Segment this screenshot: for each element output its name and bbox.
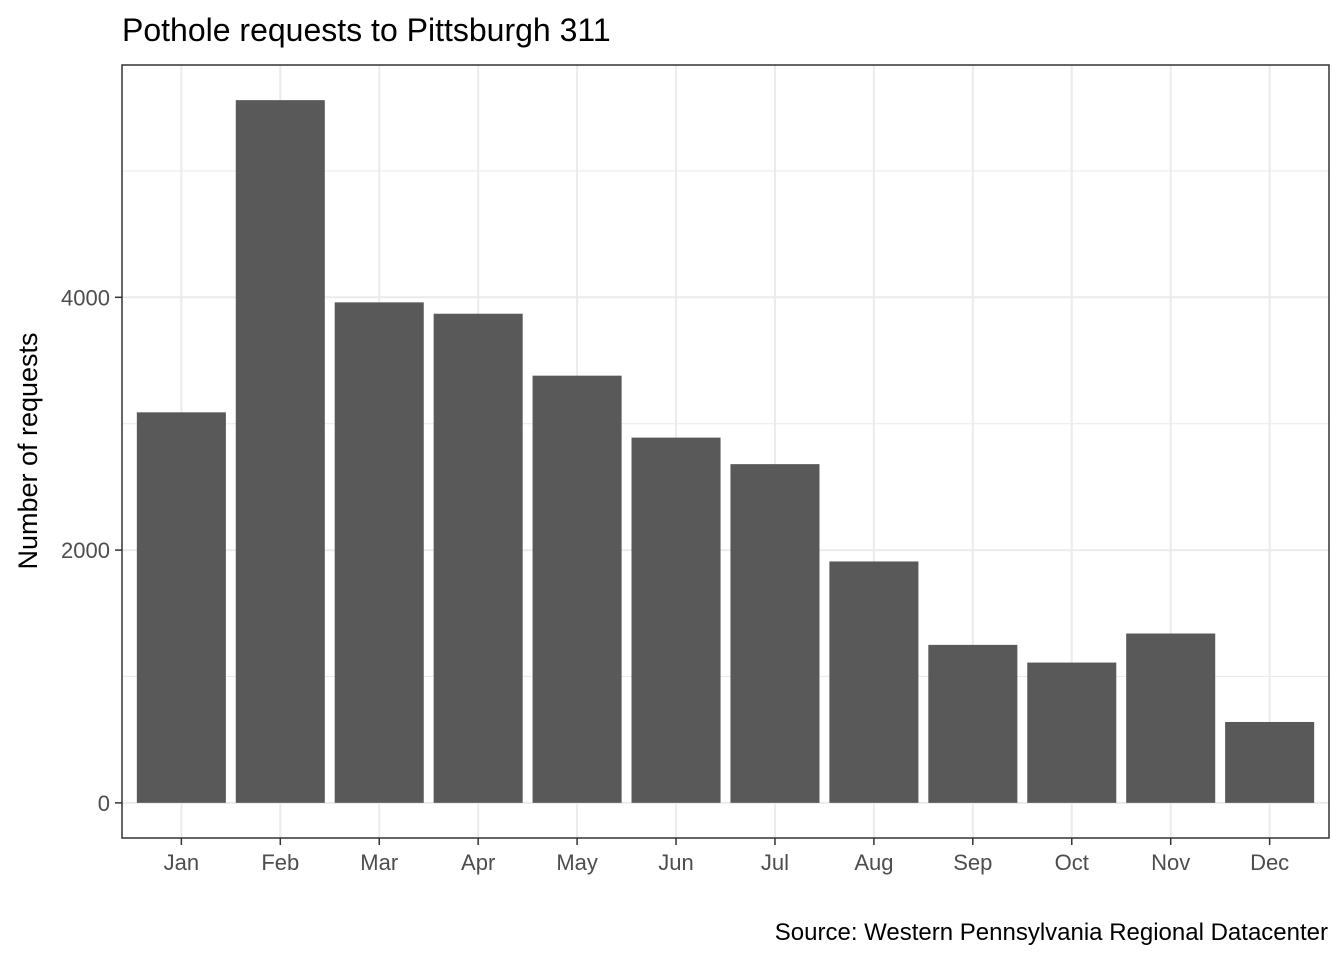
bar-dec — [1225, 721, 1315, 803]
bars — [136, 100, 1315, 803]
bar-may — [532, 375, 622, 803]
bar-apr — [433, 313, 523, 803]
x-tick-label: Nov — [1151, 850, 1190, 875]
chart-title: Pothole requests to Pittsburgh 311 — [122, 12, 611, 48]
axes: 0 2000 4000 Jan Feb Mar Apr May Jun Jul Aug Sep Oct N… — [61, 285, 1289, 875]
x-tick-label: Aug — [854, 850, 893, 875]
x-tick-label: Oct — [1055, 850, 1089, 875]
y-axis-label: Number of requests — [13, 332, 43, 569]
bar-nov — [1126, 633, 1216, 803]
bar-sep — [928, 644, 1018, 803]
x-tick-label: Dec — [1250, 850, 1289, 875]
bar-mar — [334, 302, 424, 803]
x-tick-label: Feb — [261, 850, 299, 875]
x-tick-label: Mar — [360, 850, 398, 875]
y-tick-label: 0 — [98, 791, 110, 816]
chart-caption: Source: Western Pennsylvania Regional Da… — [775, 919, 1328, 946]
x-tick-label: Apr — [461, 850, 495, 875]
x-tick-label: Jun — [658, 850, 693, 875]
x-tick-label: Jan — [164, 850, 199, 875]
panel-border — [121, 64, 1330, 839]
bar-aug — [829, 561, 919, 803]
bar-jun — [631, 437, 721, 803]
x-tick-label: May — [556, 850, 598, 875]
bar-oct — [1027, 662, 1117, 803]
bar-jan — [136, 412, 226, 803]
y-tick-label: 2000 — [61, 538, 110, 563]
bar-feb — [235, 100, 325, 803]
bar-jul — [730, 464, 820, 803]
y-tick-label: 4000 — [61, 285, 110, 310]
x-tick-label: Sep — [953, 850, 992, 875]
x-tick-label: Jul — [761, 850, 789, 875]
